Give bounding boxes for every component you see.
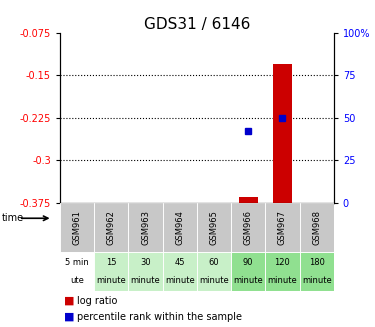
Bar [266, 203, 300, 252]
Bar [266, 252, 300, 291]
Bar [60, 252, 94, 291]
Bar [300, 252, 334, 291]
Bar [128, 203, 163, 252]
Text: minute: minute [130, 276, 160, 284]
Text: minute: minute [302, 276, 332, 284]
Text: minute: minute [96, 276, 126, 284]
Text: GSM967: GSM967 [278, 210, 287, 245]
Bar [300, 203, 334, 252]
Text: ■: ■ [64, 312, 74, 322]
Text: 5 min: 5 min [65, 258, 89, 267]
Bar [94, 203, 128, 252]
Text: GSM962: GSM962 [107, 210, 116, 245]
Text: minute: minute [165, 276, 195, 284]
Text: log ratio: log ratio [77, 296, 117, 306]
Text: minute: minute [233, 276, 263, 284]
Title: GDS31 / 6146: GDS31 / 6146 [144, 17, 250, 31]
Text: 120: 120 [274, 258, 290, 267]
Bar [163, 252, 197, 291]
Text: GSM966: GSM966 [244, 210, 253, 245]
Text: 15: 15 [106, 258, 117, 267]
Text: ute: ute [70, 276, 84, 284]
Text: GSM968: GSM968 [312, 210, 321, 245]
Text: 45: 45 [174, 258, 185, 267]
Text: GSM963: GSM963 [141, 210, 150, 245]
Bar [197, 252, 231, 291]
Bar [163, 203, 197, 252]
Text: GSM964: GSM964 [175, 210, 184, 245]
Text: ■: ■ [64, 296, 74, 306]
Text: 90: 90 [243, 258, 254, 267]
Text: GSM965: GSM965 [210, 210, 219, 245]
Text: GSM961: GSM961 [73, 210, 82, 245]
Bar [231, 203, 266, 252]
Bar [128, 252, 163, 291]
Text: minute: minute [267, 276, 297, 284]
Bar [60, 203, 94, 252]
Bar [231, 252, 266, 291]
Text: percentile rank within the sample: percentile rank within the sample [77, 312, 242, 322]
Bar [94, 252, 128, 291]
Bar [197, 203, 231, 252]
Text: time: time [2, 213, 24, 223]
Text: 180: 180 [309, 258, 325, 267]
Text: 60: 60 [209, 258, 219, 267]
Bar [239, 197, 258, 203]
Text: minute: minute [199, 276, 229, 284]
Text: 30: 30 [140, 258, 151, 267]
Bar [273, 64, 292, 203]
